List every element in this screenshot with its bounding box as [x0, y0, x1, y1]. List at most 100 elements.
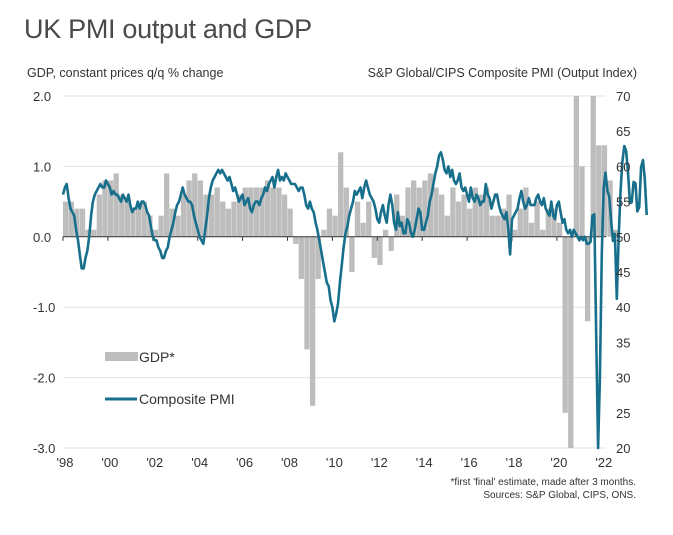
right-y-tick-label: 45 [616, 265, 630, 280]
right-y-tick-label: 65 [616, 124, 630, 139]
gdp-bar [450, 187, 456, 237]
left-y-tick-label: 0.0 [33, 230, 51, 245]
gdp-bar [96, 194, 102, 237]
gdp-bar [354, 201, 361, 237]
gdp-bar [315, 236, 321, 280]
x-tick-label: '12 [371, 455, 388, 470]
gdp-bar [175, 215, 181, 237]
gdp-bar [596, 145, 602, 237]
gdp-bar [410, 180, 417, 237]
x-tick-label: '20 [550, 455, 567, 470]
gdp-bar [259, 187, 265, 237]
gdp-bar [618, 236, 624, 238]
gdp-bar [119, 194, 125, 237]
gdp-bar [439, 194, 445, 237]
gdp-bar [158, 215, 164, 237]
left-y-tick-label: 1.0 [33, 159, 51, 174]
x-ticks: '98 '00 '02 '04 '06 '08 '10 '12 '14 '16 '18 '20 '22 [57, 455, 613, 470]
gdp-bar [338, 152, 344, 237]
gdp-bar [467, 208, 473, 237]
gdp-bar [180, 194, 187, 237]
gdp-bar [444, 215, 450, 237]
pmi-line-group [61, 144, 648, 450]
gdp-bar [68, 201, 74, 237]
gdp-bar [332, 215, 338, 237]
gdp-bar [79, 208, 86, 237]
gdp-bar [517, 208, 523, 237]
right-y-tick-label: 55 [616, 195, 630, 210]
legend: GDP* Composite PMI [105, 349, 235, 407]
right-axis-label: S&P Global/CIPS Composite PMI (Output In… [367, 66, 637, 80]
left-y-tick-label: 2.0 [33, 89, 51, 104]
gdp-bar [276, 187, 282, 237]
gdp-bar [265, 180, 271, 237]
gdp-bar [186, 180, 192, 237]
gdp-bar [63, 201, 69, 237]
gdp-bar [253, 187, 260, 237]
x-tick-label: '10 [326, 455, 343, 470]
x-tick-label: '18 [506, 455, 523, 470]
x-tick-label: '08 [281, 455, 298, 470]
gdp-bar [164, 173, 170, 237]
gdp-bar [113, 173, 119, 237]
gdp-bar [388, 236, 394, 251]
gdp-bar [556, 222, 563, 237]
sources: Sources: S&P Global, CIPS, ONS. [483, 490, 636, 501]
footnote: *first 'final' estimate, made after 3 mo… [450, 477, 636, 488]
gdp-bar [382, 229, 389, 237]
gdp-bar [512, 229, 518, 237]
gdp-bar [281, 194, 288, 237]
x-tick-label: '98 [57, 455, 74, 470]
gdp-bar [562, 236, 568, 413]
gdp-bar [343, 187, 349, 237]
left-y-tick-label: -2.0 [33, 371, 55, 386]
chart-title: UK PMI output and GDP [24, 14, 312, 44]
gdp-bar [433, 187, 439, 237]
gdp-bar [242, 187, 248, 237]
gdp-bar [528, 222, 535, 237]
gdp-bar [360, 222, 366, 237]
legend-pmi-label: Composite PMI [139, 391, 235, 407]
gdp-bar [225, 208, 232, 237]
gdp-bar [220, 201, 226, 237]
x-tick-label: '16 [461, 455, 478, 470]
right-y-tick-label: 50 [616, 230, 630, 245]
gridlines [63, 95, 606, 449]
gdp-bar [489, 215, 495, 237]
gdp-bar [478, 194, 484, 237]
gdp-bar [405, 187, 411, 237]
gdp-bar [523, 187, 529, 237]
left-axis-label: GDP, constant prices q/q % change [27, 66, 224, 80]
left-y-tick-label: -1.0 [33, 300, 55, 315]
gdp-bar [495, 215, 501, 237]
gdp-bar [141, 201, 147, 237]
gdp-bar [326, 208, 333, 237]
gdp-bar [422, 180, 428, 237]
gdp-bar [107, 180, 114, 237]
gdp-bar [568, 236, 574, 448]
pmi-line [61, 144, 648, 450]
gdp-bar [197, 180, 204, 237]
gdp-bar [231, 201, 237, 237]
gdp-bar [124, 201, 131, 237]
gdp-bar [270, 187, 276, 237]
legend-gdp-label: GDP* [139, 349, 175, 365]
gdp-bar [102, 180, 108, 237]
x-tick-label: '04 [191, 455, 208, 470]
x-tick-label: '22 [595, 455, 612, 470]
gdp-bar [590, 96, 596, 237]
gdp-bar [208, 194, 215, 237]
gdp-bar [298, 236, 305, 280]
gdp-bar [551, 208, 557, 237]
gdp-bar [500, 208, 507, 237]
gdp-bar [91, 229, 97, 237]
gdp-bar [85, 229, 91, 237]
x-tick-label: '02 [146, 455, 163, 470]
gdp-bar [135, 208, 142, 237]
zero-axis [62, 236, 606, 241]
gdp-bar [540, 229, 546, 237]
gdp-bar [366, 201, 372, 237]
gdp-bar [545, 208, 551, 237]
gdp-bar [214, 187, 220, 237]
gdp-bar [472, 187, 479, 237]
